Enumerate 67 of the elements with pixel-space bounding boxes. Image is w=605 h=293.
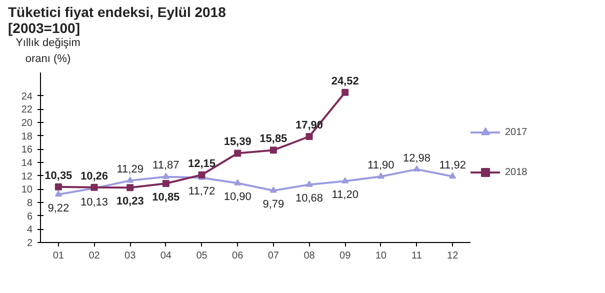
data-label: 12,15 (188, 158, 216, 170)
x-tick-label: 03 (124, 250, 136, 262)
y-tick-label: 16 (21, 144, 33, 156)
y-tick-label: 24 (21, 91, 33, 102)
x-tick-label: 04 (160, 250, 172, 262)
point (342, 88, 349, 96)
point (162, 172, 170, 179)
point (413, 165, 420, 172)
y-tick-label: 20 (21, 118, 33, 129)
point (234, 179, 242, 186)
data-label: 15,85 (260, 133, 288, 146)
y-tick-label: 6 (26, 211, 33, 222)
chart-subtitle: [2003=100] (8, 20, 80, 38)
data-label: 24,52 (331, 75, 359, 88)
chart-title: Tüketici fiyat endeksi, Eylül 2018 (8, 3, 226, 22)
y-tick-label: 2 (26, 238, 33, 249)
y-axis-title: Yıllık değişim oranı (%) (14, 36, 82, 67)
data-label: 11,92 (439, 159, 466, 172)
data-label: 11,72 (188, 186, 216, 198)
legend-label: 2018 (505, 166, 528, 178)
point (342, 177, 349, 184)
point (126, 176, 134, 183)
data-label: 10,23 (116, 196, 144, 208)
point (306, 180, 313, 187)
point (54, 183, 62, 190)
data-label: 9,79 (262, 198, 284, 211)
x-tick-label: 11 (412, 250, 422, 262)
data-label: 10,68 (295, 192, 324, 205)
data-label: 9,22 (48, 202, 70, 214)
data-label: 11,87 (152, 160, 180, 172)
x-tick-label: 08 (304, 250, 316, 262)
data-label: 10,90 (224, 191, 252, 204)
x-tick-label: 05 (196, 250, 208, 262)
data-label: 11,29 (116, 164, 144, 176)
y-tick-label: 14 (21, 158, 33, 169)
point (377, 172, 384, 179)
point (270, 146, 277, 154)
data-label: 10,26 (80, 170, 108, 182)
y-tick-label: 4 (26, 224, 33, 236)
point (234, 150, 242, 157)
point (449, 172, 456, 179)
point (306, 133, 313, 140)
x-tick-label: 06 (232, 250, 244, 262)
x-tick-label: 09 (340, 250, 352, 262)
x-tick-label: 12 (447, 250, 459, 262)
legend-label: 2017 (505, 126, 528, 138)
point (126, 184, 134, 192)
point (54, 190, 62, 197)
data-label: 10,85 (152, 192, 180, 204)
x-tick-label: 01 (52, 250, 64, 262)
y-tick-label: 22 (21, 104, 33, 116)
data-label: 11,90 (368, 160, 394, 172)
x-tick-label: 10 (375, 250, 387, 262)
y-tick-label: 18 (21, 131, 33, 142)
y-tick-label: 12 (21, 171, 33, 182)
point (162, 180, 170, 187)
data-label: 10,35 (44, 170, 72, 182)
data-label: 11,20 (332, 189, 358, 202)
x-tick-label: 02 (88, 250, 100, 262)
y-tick-label: 10 (21, 184, 33, 196)
data-label: 12,98 (402, 152, 431, 164)
data-label: 10,13 (80, 196, 108, 208)
data-label: 15,39 (224, 136, 252, 148)
point (270, 186, 277, 193)
x-tick-label: 07 (268, 250, 280, 262)
point (198, 171, 206, 178)
y-tick-label: 8 (26, 198, 33, 209)
